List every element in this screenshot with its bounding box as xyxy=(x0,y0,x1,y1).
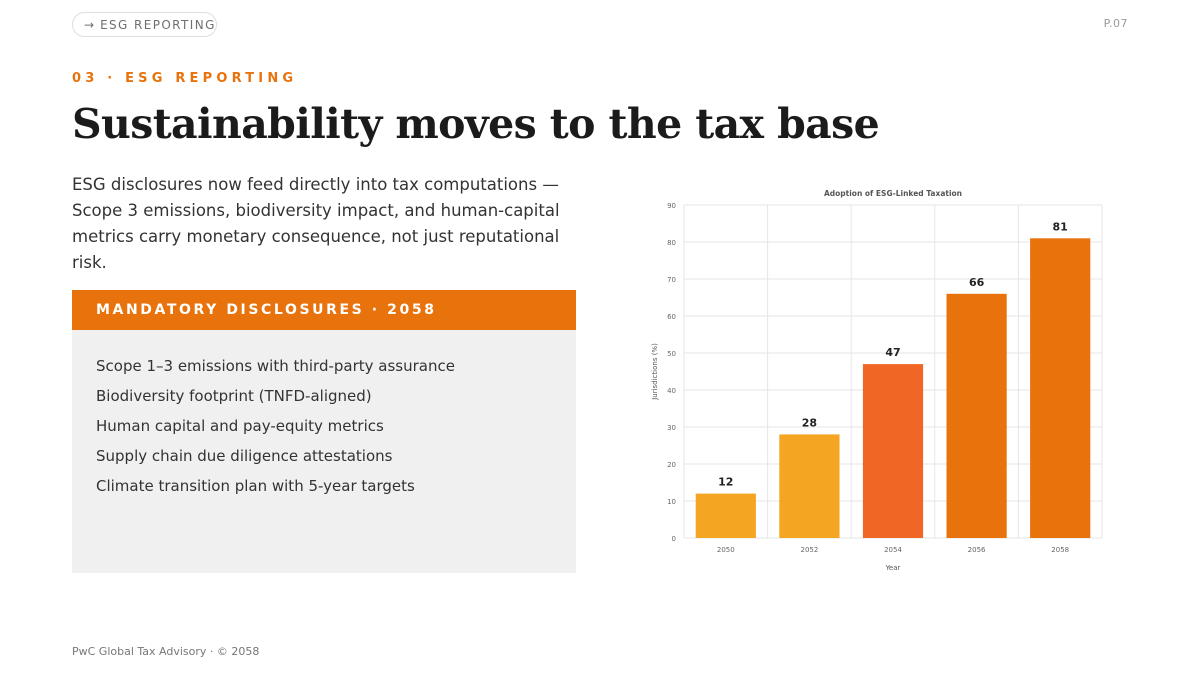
y-tick-label: 80 xyxy=(667,239,676,247)
bar-value-label: 81 xyxy=(1053,220,1068,233)
disclosure-item: Human capital and pay-equity metrics xyxy=(96,417,384,435)
section-eyebrow: 03 · ESG REPORTING xyxy=(72,71,298,86)
x-tick-label: 2050 xyxy=(717,546,735,554)
y-tick-label: 30 xyxy=(667,424,676,432)
y-tick-label: 20 xyxy=(667,461,676,469)
bar-value-label: 47 xyxy=(885,346,900,359)
adoption-chart: 0 10 20 30 40 50 60 70 80 90 12 2050 28 2052 47 2054 66 2… xyxy=(640,184,1110,580)
section-tag: → ESG REPORTING xyxy=(72,12,217,37)
disclosure-item: Scope 1–3 emissions with third-party ass… xyxy=(96,357,455,375)
y-tick-label: 60 xyxy=(667,313,676,321)
arrow-right-icon: → xyxy=(84,17,95,32)
bar xyxy=(695,493,756,538)
page-number: P.07 xyxy=(1103,17,1128,30)
y-axis-label: Jurisdictions (%) xyxy=(651,343,659,401)
section-tag-label: ESG REPORTING xyxy=(100,17,216,32)
bar-value-label: 28 xyxy=(802,416,817,429)
y-tick-label: 10 xyxy=(667,498,676,506)
bar xyxy=(1030,238,1091,539)
bar-chart-svg: 0 10 20 30 40 50 60 70 80 90 12 2050 28 2052 47 2054 66 2… xyxy=(651,189,1103,572)
x-tick-label: 2052 xyxy=(800,546,818,554)
y-tick-label: 70 xyxy=(667,276,676,284)
page-title: Sustainability moves to the tax base xyxy=(72,100,880,148)
y-tick-label: 50 xyxy=(667,350,676,358)
x-tick-label: 2056 xyxy=(968,546,986,554)
bar-value-label: 66 xyxy=(969,276,985,289)
chart-title: Adoption of ESG-Linked Taxation xyxy=(824,189,962,198)
y-tick-label: 40 xyxy=(667,387,676,395)
disclosures-panel: MANDATORY DISCLOSURES · 2058 Scope 1–3 e… xyxy=(72,290,576,573)
disclosure-item: Climate transition plan with 5-year targ… xyxy=(96,477,415,495)
bar xyxy=(862,364,924,538)
bar xyxy=(946,293,1007,538)
disclosures-heading: MANDATORY DISCLOSURES · 2058 xyxy=(72,290,576,330)
x-tick-label: 2054 xyxy=(884,546,902,554)
footer-credit: PwC Global Tax Advisory · © 2058 xyxy=(72,645,260,658)
x-axis-label: Year xyxy=(885,564,901,572)
bar xyxy=(779,434,840,538)
y-tick-label: 90 xyxy=(667,202,676,210)
y-tick-label: 0 xyxy=(672,535,676,543)
lead-paragraph: ESG disclosures now feed directly into t… xyxy=(72,175,560,272)
disclosure-item: Supply chain due diligence attestations xyxy=(96,447,393,465)
bar-value-label: 12 xyxy=(718,476,733,489)
disclosures-list: Scope 1–3 emissions with third-party ass… xyxy=(72,330,576,506)
x-tick-label: 2058 xyxy=(1051,546,1069,554)
disclosure-item: Biodiversity footprint (TNFD-aligned) xyxy=(96,387,372,405)
